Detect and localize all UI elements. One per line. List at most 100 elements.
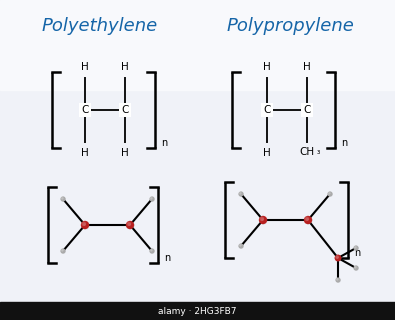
Circle shape — [239, 244, 242, 247]
Bar — [0, 161, 395, 320]
Circle shape — [240, 245, 242, 246]
Circle shape — [260, 217, 264, 221]
Bar — [0, 245, 395, 320]
Circle shape — [81, 221, 90, 230]
Bar — [0, 91, 395, 320]
Circle shape — [336, 278, 339, 281]
Text: C: C — [263, 105, 271, 115]
Text: C: C — [121, 105, 129, 115]
Circle shape — [239, 244, 244, 249]
Bar — [0, 84, 395, 320]
Circle shape — [354, 246, 357, 249]
Circle shape — [62, 198, 64, 200]
Bar — [0, 119, 395, 320]
Text: H: H — [303, 62, 311, 72]
Text: CH: CH — [299, 147, 314, 157]
Circle shape — [150, 197, 155, 202]
Bar — [0, 35, 395, 320]
Circle shape — [61, 249, 64, 252]
Circle shape — [150, 198, 152, 200]
Text: Polyethylene: Polyethylene — [42, 17, 158, 35]
Circle shape — [259, 216, 264, 221]
Bar — [0, 217, 395, 320]
Circle shape — [239, 192, 242, 195]
Bar — [0, 56, 395, 320]
Bar — [0, 231, 395, 320]
Bar — [0, 203, 395, 320]
Circle shape — [82, 222, 86, 226]
Circle shape — [60, 248, 66, 253]
Circle shape — [304, 216, 309, 221]
Circle shape — [239, 244, 242, 247]
Circle shape — [354, 246, 357, 249]
Bar — [0, 182, 395, 320]
Circle shape — [126, 221, 134, 229]
Bar — [0, 273, 395, 320]
Circle shape — [259, 216, 267, 224]
Circle shape — [305, 217, 309, 221]
Bar — [0, 63, 395, 320]
Circle shape — [354, 265, 359, 271]
Circle shape — [150, 249, 153, 252]
Circle shape — [240, 193, 242, 195]
Circle shape — [306, 218, 309, 221]
Circle shape — [328, 192, 331, 195]
Bar — [0, 0, 395, 90]
Circle shape — [328, 192, 333, 197]
Circle shape — [335, 255, 342, 262]
Text: n: n — [354, 248, 360, 258]
Circle shape — [304, 216, 312, 225]
Circle shape — [127, 222, 131, 226]
Bar — [0, 154, 395, 320]
Bar — [0, 210, 395, 320]
Circle shape — [81, 221, 89, 229]
Bar — [0, 302, 395, 320]
Circle shape — [62, 250, 64, 252]
Circle shape — [328, 192, 331, 195]
Circle shape — [61, 249, 64, 252]
Circle shape — [149, 248, 154, 253]
Circle shape — [239, 244, 244, 249]
Circle shape — [355, 247, 357, 249]
Bar — [0, 175, 395, 320]
Circle shape — [328, 192, 331, 195]
Bar — [0, 112, 395, 320]
Circle shape — [150, 249, 155, 254]
Text: n: n — [161, 138, 167, 148]
Circle shape — [335, 254, 341, 261]
Bar — [0, 98, 395, 320]
Bar — [0, 147, 395, 320]
Circle shape — [150, 249, 153, 252]
Circle shape — [335, 255, 339, 259]
Circle shape — [150, 250, 152, 252]
Circle shape — [239, 191, 244, 196]
Bar — [0, 105, 395, 320]
Circle shape — [128, 223, 131, 226]
Circle shape — [305, 217, 309, 221]
Bar — [0, 133, 395, 320]
Circle shape — [260, 217, 264, 221]
Circle shape — [81, 221, 86, 226]
Text: Polypropylene: Polypropylene — [226, 17, 354, 35]
Circle shape — [150, 197, 152, 200]
Bar — [0, 70, 395, 320]
Circle shape — [336, 278, 341, 283]
Text: C: C — [81, 105, 89, 115]
Circle shape — [354, 266, 359, 271]
Bar — [0, 49, 395, 320]
Bar — [0, 196, 395, 320]
Bar — [0, 126, 395, 320]
Circle shape — [61, 197, 64, 200]
Bar — [0, 224, 395, 320]
Circle shape — [335, 255, 339, 259]
Circle shape — [336, 278, 339, 281]
Text: H: H — [263, 148, 271, 158]
Circle shape — [82, 222, 86, 226]
Circle shape — [336, 278, 339, 281]
Circle shape — [336, 256, 339, 259]
Circle shape — [304, 216, 312, 224]
Circle shape — [354, 266, 357, 269]
Text: H: H — [81, 148, 89, 158]
Bar — [0, 266, 395, 320]
Bar — [0, 168, 395, 320]
